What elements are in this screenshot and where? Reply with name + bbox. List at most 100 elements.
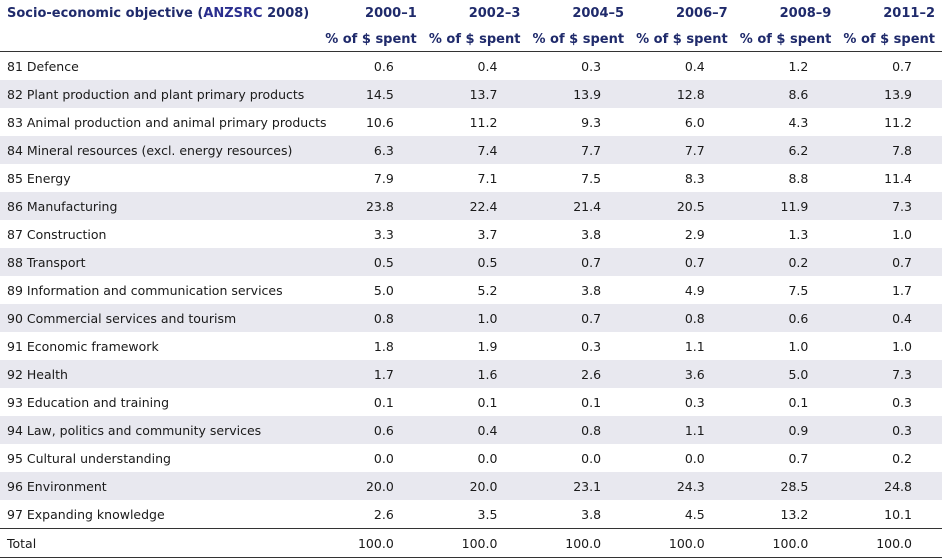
row-label: 97 Expanding knowledge — [7, 506, 165, 522]
percent-cell: 10.6 — [365, 114, 394, 130]
percent-cell: 100.0 — [320, 528, 424, 558]
unit-header: % of $ spent — [838, 27, 942, 52]
row-label: 82 Plant production and plant primary pr… — [0, 80, 321, 108]
percent-cell: 5.0 — [373, 282, 394, 298]
unit-header: % of $ spent — [423, 27, 528, 52]
percent-cell: 7.3 — [838, 360, 942, 388]
percent-cell: 3.6 — [631, 360, 735, 388]
percent-cell: 0.3 — [581, 338, 602, 354]
percent-cell: 7.1 — [477, 170, 498, 186]
row-label: 85 Energy — [7, 170, 71, 186]
period-header: 2011–2 — [883, 6, 935, 21]
row-label: 93 Education and training — [7, 394, 169, 410]
row-label: 83 Animal production and animal primary … — [7, 114, 327, 130]
percent-cell: 8.6 — [734, 80, 839, 108]
percent-cell: 1.3 — [788, 226, 809, 242]
percent-cell: 7.5 — [581, 170, 602, 186]
percent-cell: 100.0 — [734, 528, 839, 558]
percent-cell: 0.1 — [581, 394, 602, 410]
percent-cell: 6.2 — [734, 136, 839, 164]
percent-cell: 2.6 — [527, 360, 632, 388]
empty-header-cell — [0, 27, 321, 52]
percent-cell: 7.5 — [788, 282, 809, 298]
percent-cell: 11.2 — [884, 114, 912, 130]
table-row: 97 Expanding knowledge 2.6 3.5 3.8 4.5 13.2 10… — [0, 500, 942, 529]
table-row: 81 Defence 0.6 0.4 0.3 0.4 1.2 0.7 — [0, 52, 942, 81]
percent-cell: 0.1 — [788, 394, 809, 410]
percent-cell: 1.1 — [631, 416, 735, 444]
percent-cell: 13.7 — [423, 80, 528, 108]
percent-cell: 0.6 — [320, 416, 424, 444]
percent-cell: 9.3 — [581, 114, 602, 130]
percent-cell: 0.3 — [684, 394, 705, 410]
period-header: 2000–1 — [365, 6, 417, 21]
percent-cell: 8.8 — [788, 170, 809, 186]
percent-cell: 4.5 — [684, 506, 705, 522]
unit-header: % of $ spent — [320, 27, 424, 52]
period-header: 2002–3 — [468, 6, 521, 21]
row-label: 81 Defence — [7, 58, 79, 74]
row-label: 90 Commercial services and tourism — [0, 304, 321, 332]
row-label: 89 Information and communication service… — [7, 282, 283, 298]
percent-cell: 0.4 — [423, 416, 528, 444]
percent-cell: 22.4 — [423, 192, 528, 220]
percent-cell: 4.9 — [684, 282, 705, 298]
percent-cell: 7.4 — [423, 136, 528, 164]
percent-cell: 13.2 — [780, 506, 809, 522]
percent-cell: 7.3 — [838, 192, 942, 220]
percent-cell: 28.5 — [734, 472, 839, 500]
percent-cell: 20.5 — [631, 192, 735, 220]
percent-cell: 0.5 — [320, 248, 424, 276]
row-label: 87 Construction — [7, 226, 107, 242]
percent-cell: 0.9 — [734, 416, 839, 444]
percent-cell: 100.0 — [631, 528, 735, 558]
percent-cell: 0.4 — [684, 58, 705, 74]
percent-cell: 0.6 — [734, 304, 839, 332]
table-row: 92 Health 1.7 1.6 2.6 3.6 5.0 7.3 — [0, 360, 942, 388]
row-label: 88 Transport — [0, 248, 321, 276]
classification-name: ANZSRC — [203, 6, 263, 21]
header-row-periods: Socio-economic objective (ANZSRC 2008) 2… — [0, 0, 942, 27]
percent-cell: 5.0 — [734, 360, 839, 388]
percent-cell: 7.9 — [373, 170, 394, 186]
percent-cell: 24.3 — [631, 472, 735, 500]
percent-cell: 7.7 — [527, 136, 632, 164]
percent-cell: 13.9 — [838, 80, 942, 108]
table-row: 89 Information and communication service… — [0, 276, 942, 304]
percent-cell: 0.1 — [373, 394, 394, 410]
percent-cell: 23.8 — [320, 192, 424, 220]
percent-cell: 1.1 — [684, 338, 705, 354]
percent-cell: 8.3 — [684, 170, 705, 186]
table-row: 94 Law, politics and community services 0… — [0, 416, 942, 444]
percent-cell: 0.8 — [527, 416, 632, 444]
percent-cell: 0.6 — [373, 58, 394, 74]
percent-cell: 11.9 — [734, 192, 839, 220]
percent-cell: 13.9 — [527, 80, 632, 108]
percent-cell: 1.7 — [320, 360, 424, 388]
percent-cell: 11.2 — [469, 114, 498, 130]
percent-cell: 3.3 — [373, 226, 394, 242]
period-header: 2006–7 — [675, 6, 728, 21]
percent-cell: 7.7 — [631, 136, 735, 164]
percent-cell: 6.0 — [684, 114, 705, 130]
percent-cell: 14.5 — [320, 80, 424, 108]
row-label: 94 Law, politics and community services — [0, 416, 321, 444]
percent-cell: 21.4 — [527, 192, 632, 220]
row-label: 96 Environment — [0, 472, 321, 500]
percent-cell: 11.4 — [884, 170, 912, 186]
percent-cell: 0.2 — [734, 248, 839, 276]
table-row: 82 Plant production and plant primary pr… — [0, 80, 942, 108]
percent-cell: 0.3 — [838, 416, 942, 444]
percent-cell: 100.0 — [527, 528, 632, 558]
period-header: 2004–5 — [572, 6, 625, 21]
percent-cell: 0.8 — [320, 304, 424, 332]
percent-cell: 1.9 — [477, 338, 498, 354]
table-row: 93 Education and training 0.1 0.1 0.1 0.3 0.1… — [0, 388, 942, 416]
percent-cell: 5.2 — [477, 282, 498, 298]
table-row: 84 Mineral resources (excl. energy resou… — [0, 136, 942, 164]
unit-header: % of $ spent — [734, 27, 839, 52]
table-row: 88 Transport 0.5 0.5 0.7 0.7 0.2 0.7 — [0, 248, 942, 276]
percent-cell: 0.7 — [838, 248, 942, 276]
percent-cell: 100.0 — [838, 528, 942, 558]
